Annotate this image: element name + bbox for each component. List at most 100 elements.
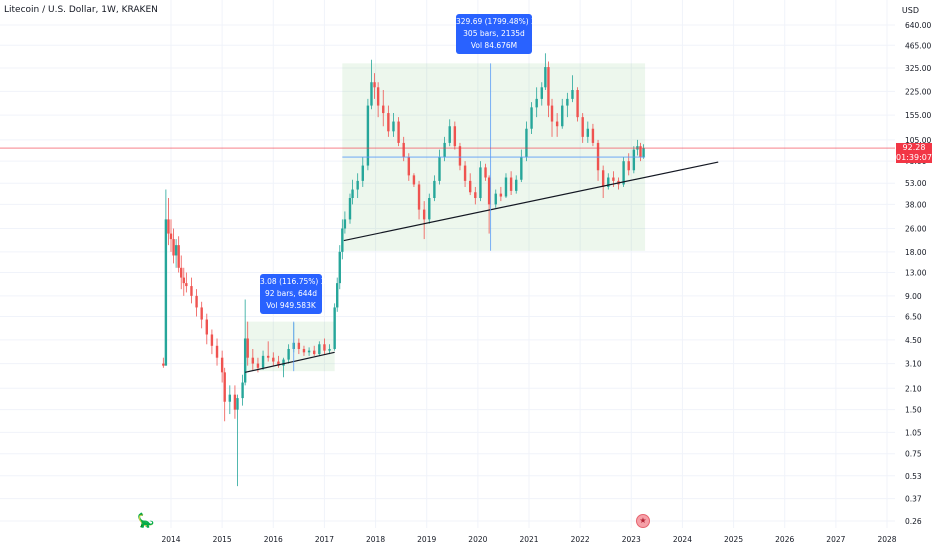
candle-body (246, 338, 249, 358)
candle-body (479, 167, 482, 199)
candle-body (287, 348, 290, 360)
candle-body (341, 228, 344, 252)
price-tick-label: 1.50 (905, 406, 922, 415)
candle-body (180, 267, 183, 278)
candle-body (220, 357, 224, 373)
time-tick-label: 2028 (877, 535, 896, 544)
price-tick-label: 325.00 (905, 64, 931, 73)
time-tick-label: 2021 (519, 535, 538, 544)
candle-body (547, 67, 550, 106)
candle-body (172, 239, 175, 256)
measure-small-change: 3.08 (116.75%) 308 (260, 277, 336, 286)
candle-body (277, 361, 280, 366)
candle-body (530, 107, 533, 129)
candle-body (428, 198, 431, 220)
price-tick-label: 38.00 (905, 200, 927, 209)
candle-body (174, 245, 178, 256)
price-tick-label: 18.00 (905, 248, 927, 257)
candle-body (370, 82, 373, 106)
price-tick-label: 0.26 (905, 517, 922, 526)
candle-body (463, 165, 467, 181)
candle-body (487, 177, 491, 205)
candle-body (185, 283, 188, 287)
candle-body (407, 157, 411, 176)
candle-body (313, 350, 316, 355)
candle-body (190, 286, 193, 296)
candle-body (499, 193, 503, 197)
candle-body (601, 170, 605, 187)
time-axis[interactable]: 2014 2015 2016 2017 2018 2019 2020 2021 2022 2023… (161, 535, 896, 544)
candle-body (266, 355, 270, 358)
candle-body (555, 121, 559, 127)
us-flag-event-icon[interactable]: ★ (636, 514, 650, 528)
candle-body (520, 157, 523, 180)
candle-body (348, 198, 352, 220)
currency-label[interactable]: USD (901, 6, 919, 15)
measure-large-bars: 305 bars, 2135d (463, 29, 525, 38)
candle-body (586, 128, 590, 137)
measure-small-bars: 92 bars, 644d (264, 289, 318, 298)
time-tick-label: 2027 (826, 535, 845, 544)
time-tick-label: 2023 (622, 535, 641, 544)
grid-lines (0, 0, 895, 528)
candle-body (581, 117, 584, 137)
candle-body (228, 394, 232, 402)
price-tick-label: 3.10 (905, 360, 922, 369)
trendline-support-large (343, 161, 719, 242)
candle-body (323, 344, 326, 351)
candle-body (632, 149, 636, 171)
measure-boxes (245, 63, 646, 372)
candle-body (642, 148, 645, 158)
candle-body (167, 219, 170, 234)
candle-body (448, 126, 451, 143)
price-tick-label: 4.50 (905, 336, 922, 345)
candle-body (566, 98, 569, 106)
candle-body (576, 90, 579, 118)
candle-body (195, 295, 198, 308)
price-tick-label: 0.75 (905, 450, 922, 459)
candle-body (236, 398, 239, 410)
candle-body (328, 348, 331, 351)
candle-body (397, 121, 400, 143)
candle-body (639, 146, 642, 158)
time-tick-label: 2026 (775, 535, 794, 544)
candle-body (550, 105, 554, 122)
chart-title: Litecoin / U.S. Dollar, 1W, KRAKEN (4, 5, 158, 15)
price-tick-label: 9.00 (905, 292, 922, 301)
candle-body (205, 319, 208, 335)
candle-body (318, 344, 321, 355)
time-tick-label: 2016 (264, 535, 283, 544)
price-tick-label: 105.00 (905, 136, 931, 145)
candle-body (210, 334, 214, 346)
candle-body (515, 179, 518, 191)
price-axis[interactable]: 640.00465.00325.00225.00155.00105.0075.0… (905, 21, 931, 526)
candle-body (474, 192, 477, 199)
time-tick-label: 2014 (161, 535, 180, 544)
time-tick-label: 2024 (673, 535, 692, 544)
candle-body (392, 121, 395, 132)
time-tick-label: 2019 (417, 535, 436, 544)
tradingview-logo-icon[interactable]: 🦕 (137, 512, 155, 528)
candle-body (412, 175, 416, 185)
candle-body (544, 67, 547, 88)
candle-body (376, 87, 380, 106)
candle-body (351, 189, 354, 199)
candle-body (243, 338, 247, 383)
price-tick-label: 2.10 (905, 384, 922, 393)
candle-body (402, 142, 405, 158)
candle-body (272, 357, 275, 362)
price-tick-label: 26.00 (905, 224, 927, 233)
candle-body (361, 165, 364, 181)
candle-body (622, 161, 625, 185)
candle-body (540, 87, 543, 99)
candle-body (596, 142, 600, 171)
candle-body (453, 126, 457, 147)
candle-body (443, 142, 446, 158)
measure-large-change: 329.69 (1799.48%) 32969 (456, 17, 555, 26)
candle-body (382, 105, 385, 114)
candle-body (561, 105, 564, 127)
candle-body (627, 161, 630, 171)
candle-body (458, 146, 462, 166)
candle-body (256, 363, 260, 368)
